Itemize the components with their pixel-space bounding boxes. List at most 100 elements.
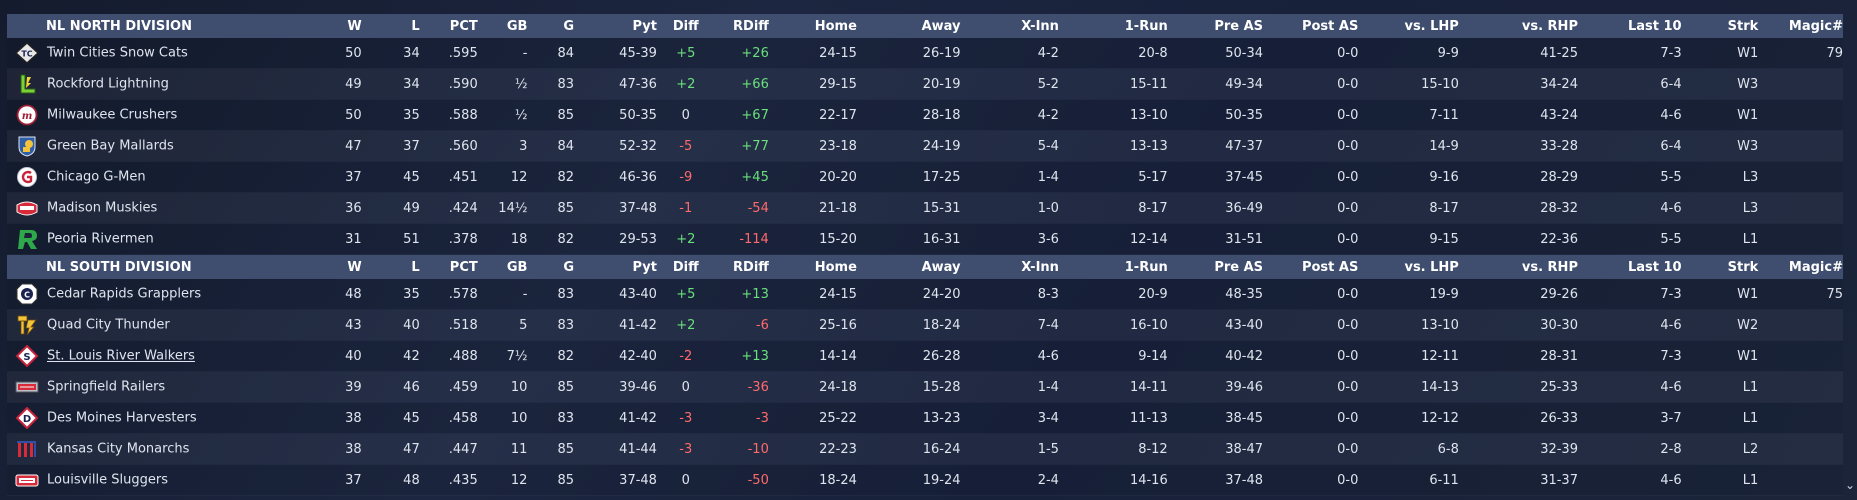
team-cell[interactable]: Madison Muskies bbox=[7, 192, 337, 224]
column-header-pythag[interactable]: Pyt bbox=[584, 14, 667, 38]
cell-home: 24-18 bbox=[778, 371, 867, 403]
team-name[interactable]: Green Bay Mallards bbox=[47, 138, 174, 154]
table-row[interactable]: m Milwaukee Crushers 50 35.588 ½ 85 50-35 0 +67 2… bbox=[7, 99, 1843, 131]
column-header-away[interactable]: Away bbox=[866, 14, 971, 38]
cell-away: 24-20 bbox=[866, 279, 971, 310]
cell-one-run: 11-13 bbox=[1068, 402, 1178, 434]
team-name[interactable]: Milwaukee Crushers bbox=[47, 107, 178, 123]
column-header-pct[interactable]: PCT bbox=[429, 254, 488, 279]
cell-pct: .424 bbox=[429, 192, 488, 224]
team-cell[interactable]: Louisville Sluggers bbox=[7, 464, 337, 496]
team-name[interactable]: Rockford Lightning bbox=[47, 76, 169, 92]
team-cell[interactable]: C Cedar Rapids Grapplers bbox=[7, 279, 337, 310]
column-header-losses[interactable]: L bbox=[371, 14, 430, 38]
column-header-extra-innings[interactable]: X-Inn bbox=[970, 14, 1069, 38]
team-name[interactable]: Quad City Thunder bbox=[47, 317, 170, 333]
column-header-pre-all-star[interactable]: Pre AS bbox=[1177, 254, 1274, 279]
column-header-last-10[interactable]: Last 10 bbox=[1587, 14, 1692, 38]
column-header-pct[interactable]: PCT bbox=[429, 14, 488, 38]
table-row[interactable]: Peoria Rivermen 31 51.378 18 82 29-53 +2 -114 15… bbox=[7, 223, 1843, 255]
cell-games: 82 bbox=[537, 223, 585, 255]
column-header-vs-lhp[interactable]: vs. LHP bbox=[1368, 14, 1469, 38]
cell-extra-innings: 1-0 bbox=[970, 192, 1069, 224]
team-cell[interactable]: TC Twin Cities Snow Cats bbox=[7, 38, 337, 69]
scroll-down-arrow-icon[interactable]: ⌄ bbox=[1844, 478, 1856, 492]
cell-one-run: 12-14 bbox=[1068, 223, 1178, 255]
cell-vs-rhp: 43-24 bbox=[1468, 99, 1588, 131]
team-name[interactable]: Louisville Sluggers bbox=[47, 472, 168, 488]
table-row[interactable]: Kansas City Monarchs 38 47.447 11 85 41-44 -3-… bbox=[7, 433, 1843, 465]
team-cell[interactable]: Kansas City Monarchs bbox=[7, 433, 337, 465]
column-header-pre-all-star[interactable]: Pre AS bbox=[1177, 14, 1274, 38]
column-header-pythag[interactable]: Pyt bbox=[584, 254, 667, 279]
column-header-away[interactable]: Away bbox=[866, 254, 971, 279]
column-header-games-back[interactable]: GB bbox=[487, 254, 538, 279]
column-header-streak[interactable]: Strk bbox=[1691, 254, 1769, 279]
team-name[interactable]: Des Moines Harvesters bbox=[47, 410, 197, 426]
cell-away: 19-24 bbox=[866, 464, 971, 496]
team-cell[interactable]: Chicago G-Men bbox=[7, 161, 337, 193]
team-cell[interactable]: Quad City Thunder bbox=[7, 309, 337, 341]
cell-vs-lhp: 14-9 bbox=[1368, 130, 1469, 162]
table-row[interactable]: Madison Muskies 36 49.424 14½ 85 37-48 -1 -54 21… bbox=[7, 192, 1843, 224]
table-row[interactable]: Rockford Lightning 49 34.590 ½ 83 47-36 +2 +66 2… bbox=[7, 68, 1843, 100]
column-header-one-run[interactable]: 1-Run bbox=[1068, 254, 1178, 279]
column-header-wins[interactable]: W bbox=[336, 14, 372, 38]
cell-vs-lhp: 6-8 bbox=[1368, 433, 1469, 465]
team-name[interactable]: Madison Muskies bbox=[47, 200, 158, 216]
team-cell[interactable]: Rockford Lightning bbox=[7, 68, 337, 100]
table-row[interactable]: Springfield Railers 39 46.459 10 85 39-46 0 -36… bbox=[7, 371, 1843, 403]
column-header-vs-lhp[interactable]: vs. LHP bbox=[1368, 254, 1469, 279]
team-cell[interactable]: Peoria Rivermen bbox=[7, 223, 337, 255]
column-header-post-all-star[interactable]: Post AS bbox=[1273, 254, 1369, 279]
team-cell[interactable]: Green Bay Mallards bbox=[7, 130, 337, 162]
table-row[interactable]: D Des Moines Harvesters 38 45.458 10 83 41-42-… bbox=[7, 402, 1843, 434]
column-header-games[interactable]: G bbox=[537, 14, 585, 38]
team-name[interactable]: Peoria Rivermen bbox=[47, 231, 154, 247]
column-header-run-diff[interactable]: RDiff bbox=[714, 254, 779, 279]
team-name[interactable]: Chicago G-Men bbox=[47, 169, 146, 185]
team-name[interactable]: Springfield Railers bbox=[47, 379, 166, 395]
column-header-streak[interactable]: Strk bbox=[1691, 14, 1769, 38]
cell-run-diff: -36 bbox=[714, 371, 779, 403]
column-header-diff[interactable]: Diff bbox=[666, 254, 715, 279]
column-header-vs-rhp[interactable]: vs. RHP bbox=[1468, 14, 1588, 38]
column-header-magic-number[interactable]: Magic# bbox=[1768, 14, 1843, 38]
cell-post-all-star: 0-0 bbox=[1273, 402, 1369, 434]
table-row[interactable]: Chicago G-Men 37 45.451 12 82 46-36 -9 +45 20-20… bbox=[7, 161, 1843, 193]
cell-pre-all-star: 50-34 bbox=[1177, 38, 1274, 69]
column-header-losses[interactable]: L bbox=[371, 254, 430, 279]
cell-pct: .578 bbox=[429, 279, 488, 310]
column-header-run-diff[interactable]: RDiff bbox=[714, 14, 779, 38]
table-row[interactable]: Green Bay Mallards 47 37.560 3 84 52-32 -5 +77 2… bbox=[7, 130, 1843, 162]
column-header-wins[interactable]: W bbox=[336, 254, 372, 279]
team-name[interactable]: Kansas City Monarchs bbox=[47, 441, 190, 457]
column-header-diff[interactable]: Diff bbox=[666, 14, 715, 38]
team-cell[interactable]: m Milwaukee Crushers bbox=[7, 99, 337, 131]
column-header-home[interactable]: Home bbox=[778, 14, 867, 38]
svg-text:TC: TC bbox=[21, 50, 32, 59]
cell-pythag: 37-48 bbox=[584, 192, 667, 224]
team-cell[interactable]: D Des Moines Harvesters bbox=[7, 402, 337, 434]
table-row[interactable]: S St. Louis River Walkers 40 42.488 7½ 82 42-4… bbox=[7, 340, 1843, 372]
column-header-magic-number[interactable]: Magic# bbox=[1768, 254, 1843, 279]
team-cell[interactable]: S St. Louis River Walkers bbox=[7, 340, 337, 372]
column-header-post-all-star[interactable]: Post AS bbox=[1273, 14, 1369, 38]
column-header-extra-innings[interactable]: X-Inn bbox=[970, 254, 1069, 279]
column-header-one-run[interactable]: 1-Run bbox=[1068, 14, 1178, 38]
column-header-home[interactable]: Home bbox=[778, 254, 867, 279]
cell-streak: W1 bbox=[1691, 99, 1769, 131]
table-row[interactable]: Quad City Thunder 43 40.518 5 83 41-42 +2 -6 25-… bbox=[7, 309, 1843, 341]
team-cell[interactable]: Springfield Railers bbox=[7, 371, 337, 403]
column-header-games[interactable]: G bbox=[537, 254, 585, 279]
column-header-games-back[interactable]: GB bbox=[487, 14, 538, 38]
table-row[interactable]: C Cedar Rapids Grapplers 48 35.578-83 43-40 +… bbox=[7, 279, 1843, 310]
table-row[interactable]: TC Twin Cities Snow Cats 50 34.595-84 45-39 +… bbox=[7, 38, 1843, 69]
column-header-last-10[interactable]: Last 10 bbox=[1587, 254, 1692, 279]
table-row[interactable]: Louisville Sluggers 37 48.435 12 85 37-48 0 -50… bbox=[7, 464, 1843, 496]
cell-one-run: 8-17 bbox=[1068, 192, 1178, 224]
team-name[interactable]: St. Louis River Walkers bbox=[47, 348, 195, 364]
column-header-vs-rhp[interactable]: vs. RHP bbox=[1468, 254, 1588, 279]
team-name[interactable]: Cedar Rapids Grapplers bbox=[47, 286, 202, 302]
team-name[interactable]: Twin Cities Snow Cats bbox=[47, 45, 188, 61]
